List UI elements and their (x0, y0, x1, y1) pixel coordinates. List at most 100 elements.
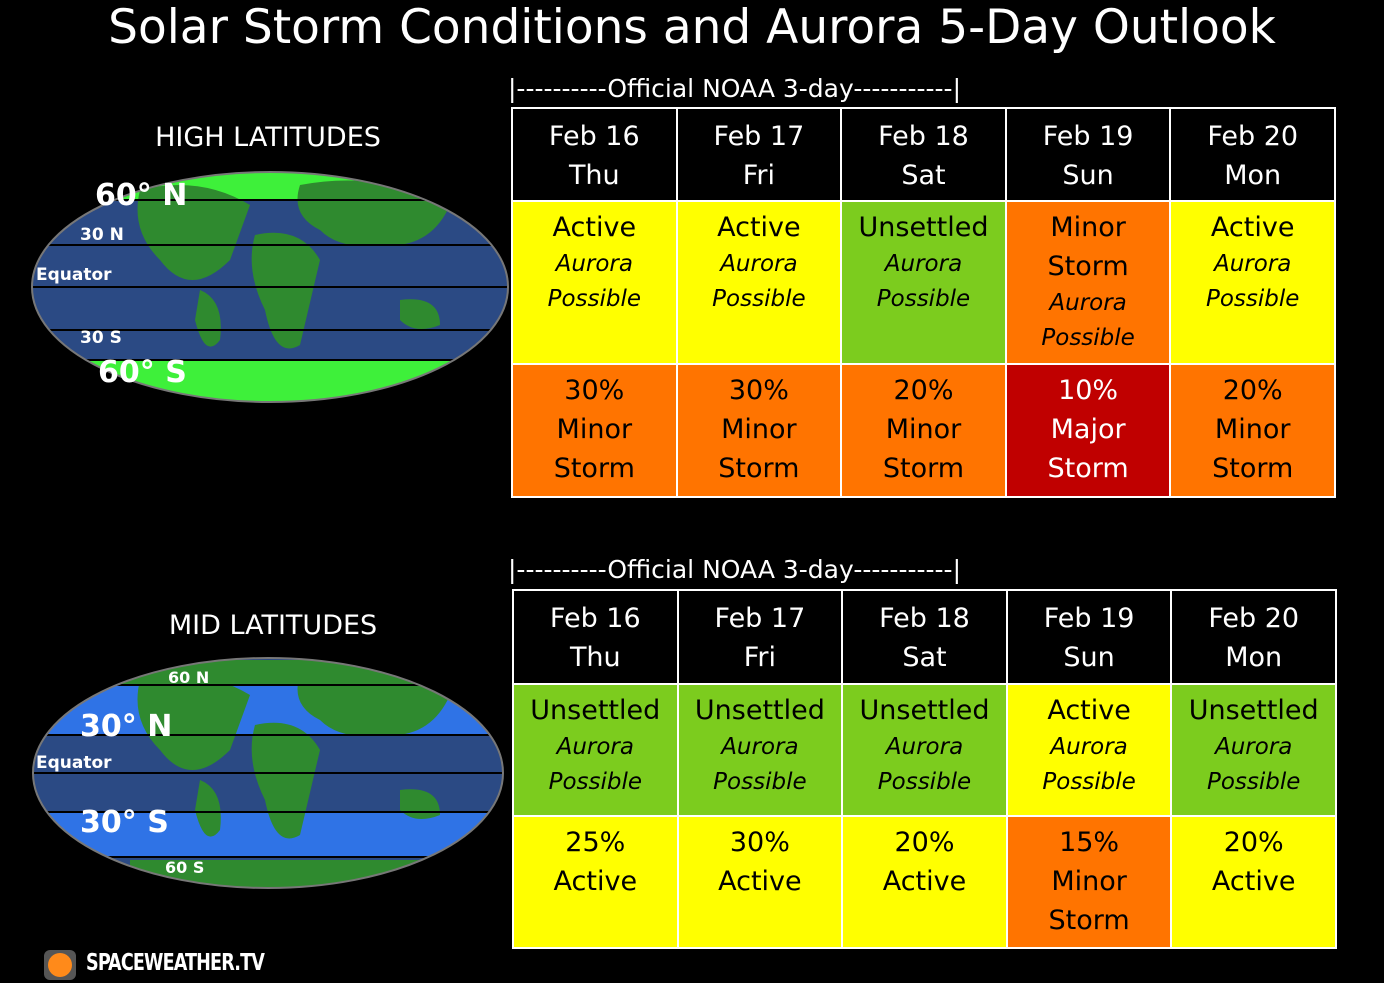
day-weekday: Mon (1224, 160, 1282, 191)
chance-cell: 30% Active (677, 816, 843, 948)
chance-level: Active (882, 866, 967, 897)
chance-level: Major Storm (1047, 414, 1129, 484)
chance-level: Minor Storm (718, 414, 800, 484)
condition-level: Active (552, 212, 637, 243)
chance-percent: 20% (894, 827, 955, 858)
condition-note: Aurora Possible (1042, 734, 1136, 795)
chance-percent: 30% (728, 375, 789, 406)
condition-level: Active (1210, 212, 1295, 243)
map-label: 30 N (80, 225, 124, 245)
condition-note: Aurora Possible (876, 251, 971, 312)
chance-cell: 20% Active (842, 816, 1007, 948)
condition-level: Unsettled (530, 695, 661, 726)
chance-level: Minor Storm (1048, 866, 1130, 936)
condition-note: Aurora Possible (1206, 734, 1301, 795)
condition-level: Unsettled (858, 212, 989, 243)
day-header: Feb 19 Sun (1006, 590, 1172, 684)
day-weekday: Thu (569, 642, 621, 673)
chance-cell: 20% Minor Storm (1170, 364, 1335, 497)
day-weekday: Sun (1063, 642, 1115, 673)
condition-cell: Unsettled Aurora Possible (677, 684, 843, 816)
map-label: 30° N (80, 709, 172, 744)
chance-level: Minor Storm (882, 414, 965, 484)
day-date: Feb 17 (713, 121, 805, 152)
chance-percent: 10% (1058, 375, 1119, 406)
day-date: Feb 19 (1043, 603, 1135, 634)
chance-percent: 15% (1059, 827, 1120, 858)
day-weekday: Thu (568, 160, 620, 191)
day-date: Feb 20 (1208, 603, 1300, 634)
chance-cell: 20% Minor Storm (841, 364, 1006, 497)
chance-percent: 20% (893, 375, 954, 406)
condition-cell: Unsettled Aurora Possible (513, 684, 678, 816)
chance-percent: 30% (564, 375, 625, 406)
condition-note: Aurora Possible (712, 251, 806, 312)
day-header: Feb 20 Mon (1170, 108, 1335, 201)
map-label: 60 N (168, 668, 209, 687)
chance-cell: 30% Minor Storm (676, 364, 842, 497)
section-label: HIGH LATITUDES (155, 122, 381, 153)
mid-latitude-map (33, 658, 503, 888)
outlook-table: Feb 16 Thu Feb 17 Fri Feb 18 Sat Feb 19 Sun Feb … (512, 589, 1337, 949)
maps: 60° N 30 N Equator 30 S 60° S 60 N 30° N… (31, 171, 509, 980)
day-date: Feb 18 (878, 121, 969, 152)
condition-cell: Active Aurora Possible (1006, 684, 1172, 816)
condition-cell: Active Aurora Possible (1170, 201, 1335, 364)
chance-cell: 25% Active (513, 816, 678, 948)
logo-text: SPACEWEATHER.TV (86, 950, 265, 976)
banner: |----------Official NOAA 3-day----------… (508, 74, 961, 103)
day-weekday: Fri (743, 642, 776, 673)
map-label: 60 S (165, 858, 204, 877)
condition-note: Aurora Possible (713, 734, 807, 795)
day-date: Feb 19 (1042, 121, 1134, 152)
chance-percent: 25% (565, 827, 626, 858)
section-label: MID LATITUDES (168, 610, 378, 641)
condition-note: Aurora Possible (877, 734, 972, 795)
day-date: Feb 16 (549, 603, 641, 634)
chance-cell: 15% Minor Storm (1006, 816, 1172, 948)
map-label: Equator (36, 265, 112, 285)
chance-cell: 30% Minor Storm (512, 364, 677, 497)
day-weekday: Sat (902, 642, 947, 673)
logo-sun (48, 953, 72, 977)
day-header: Feb 19 Sun (1005, 108, 1171, 201)
chance-cell: 10% Major Storm (1005, 364, 1171, 497)
day-weekday: Sat (901, 160, 946, 191)
condition-cell: Unsettled Aurora Possible (842, 684, 1007, 816)
chance-cell: 20% Active (1171, 816, 1336, 948)
chance-percent: 20% (1223, 827, 1284, 858)
day-header: Feb 16 Thu (512, 108, 677, 201)
day-header: Feb 16 Thu (513, 590, 678, 684)
chance-level: Minor Storm (553, 414, 635, 484)
day-weekday: Mon (1225, 642, 1283, 673)
condition-level: Minor Storm (1047, 212, 1129, 282)
chance-level: Active (718, 866, 802, 897)
day-header: Feb 17 Fri (677, 590, 843, 684)
condition-note: Aurora Possible (547, 251, 642, 312)
high-latitude-map (32, 172, 508, 402)
day-header: Feb 20 Mon (1171, 590, 1336, 684)
chance-level: Active (553, 866, 638, 897)
condition-level: Unsettled (859, 695, 990, 726)
day-date: Feb 17 (714, 603, 806, 634)
map-label: 60° N (95, 178, 187, 213)
condition-note: Aurora Possible (1041, 290, 1135, 351)
day-date: Feb 18 (879, 603, 970, 634)
day-date: Feb 16 (548, 121, 640, 152)
condition-level: Unsettled (1188, 695, 1319, 726)
chance-percent: 20% (1222, 375, 1283, 406)
condition-note: Aurora Possible (1205, 251, 1300, 312)
map-label: Equator (36, 753, 112, 773)
condition-level: Active (717, 212, 801, 243)
banner: |----------Official NOAA 3-day----------… (508, 555, 961, 584)
map-label: 30 S (80, 328, 122, 348)
chance-level: Minor Storm (1212, 414, 1294, 484)
map-label: 60° S (98, 355, 187, 390)
condition-cell: Unsettled Aurora Possible (1171, 684, 1336, 816)
condition-level: Unsettled (694, 695, 825, 726)
day-header: Feb 17 Fri (676, 108, 842, 201)
condition-cell: Minor Storm Aurora Possible (1005, 201, 1171, 364)
condition-level: Active (1047, 695, 1131, 726)
outlook-table: Feb 16 Thu Feb 17 Fri Feb 18 Sat Feb 19 Sun Feb … (511, 107, 1336, 498)
